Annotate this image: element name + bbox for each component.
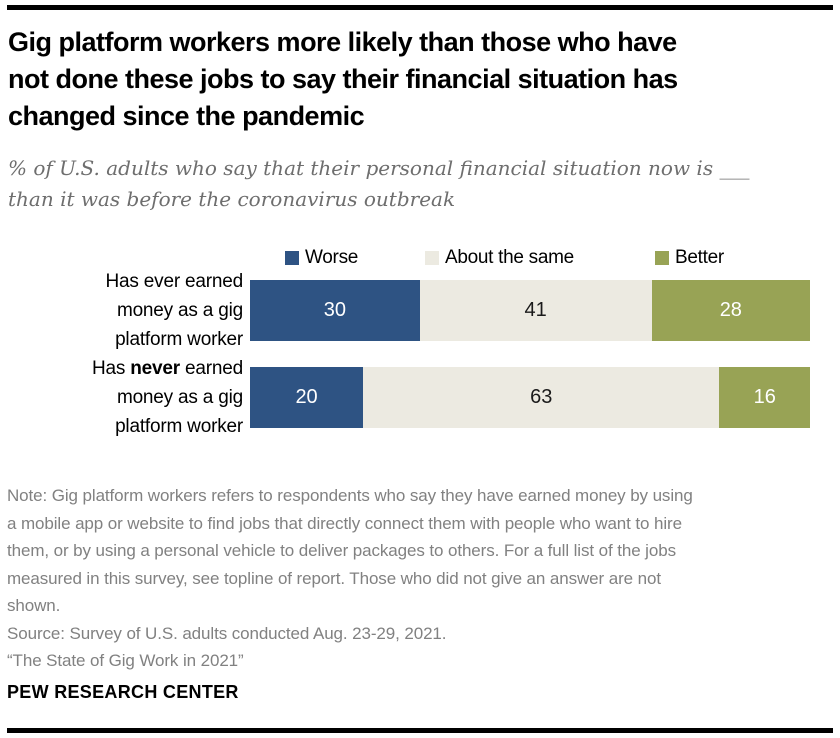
legend-label-better: Better [675,247,724,268]
bar-segment-better: 16 [719,367,810,428]
chart-legend: Worse About the same Better [250,247,810,269]
top-divider [7,5,833,10]
row-label-text: money as a gig [116,300,243,321]
row-label-ever-earned: Has ever earned money as a gig platform … [0,267,244,354]
legend-swatch-better [655,251,669,265]
legend-item-better: Better [655,247,724,269]
legend-label-worse: Worse [305,247,359,268]
pew-research-center-wordmark: PEW RESEARCH CENTER [7,682,239,702]
subtitle-line: % of U.S. adults who say that their pers… [8,156,750,180]
title-line: Gig platform workers more likely than th… [8,27,677,57]
stacked-bar-never-earned: 20 63 16 [250,367,810,428]
bar-value-better: 16 [753,386,776,408]
chart-subtitle: % of U.S. adults who say that their pers… [8,153,749,215]
subtitle-line: than it was before the coronavirus outbr… [8,187,456,211]
row-label-text: earned [179,358,243,379]
bar-value-better: 28 [719,299,742,321]
chart-title: Gig platform workers more likely than th… [8,24,678,135]
chart-row-ever-earned: Has ever earned money as a gig platform … [0,267,811,354]
legend-item-about-the-same: About the same [425,247,574,269]
chart-row-never-earned: Has never earned money as a gig platform… [0,354,810,441]
row-label-bold-text: never [130,358,180,379]
legend-swatch-worse [285,251,299,265]
bar-segment-better: 28 [651,280,811,341]
bar-segment-about-the-same: 63 [363,367,720,428]
legend-swatch-about-the-same [425,251,439,265]
chart-notes: Note: Gig platform workers refers to res… [7,482,693,675]
row-label-text: Has [91,358,131,379]
row-label-text: Has ever earned [105,271,244,292]
report-title-line: “The State of Gig Work in 2021” [7,651,244,670]
bar-value-worse: 20 [295,386,318,408]
note-line: measured in this survey, see topline of … [7,568,661,588]
source-line: Source: Survey of U.S. adults conducted … [7,623,447,643]
note-line: a mobile app or website to find jobs tha… [7,513,682,533]
bar-value-about-the-same: 63 [530,386,553,408]
legend-label-about-the-same: About the same [445,247,574,268]
bottom-divider [7,728,833,733]
stacked-bar-ever-earned: 30 41 28 [250,280,811,341]
title-line: not done these jobs to say their financi… [8,64,678,94]
row-label-text: money as a gig [116,387,243,408]
row-label-text: platform worker [115,329,243,350]
chart-plot-area: Has ever earned money as a gig platform … [0,267,811,441]
bar-segment-worse: 20 [250,367,364,428]
bar-value-about-the-same: 41 [524,299,547,321]
row-label-never-earned: Has never earned money as a gig platform… [0,354,243,441]
bar-value-worse: 30 [323,299,346,321]
bar-segment-about-the-same: 41 [419,280,652,341]
note-line: them, or by using a personal vehicle to … [7,541,676,560]
bar-segment-worse: 30 [250,280,420,341]
note-line: shown. [7,596,61,615]
note-line: Note: Gig platform workers refers to res… [7,486,693,505]
row-label-text: platform worker [115,416,243,437]
title-line: changed since the pandemic [8,101,365,131]
legend-item-worse: Worse [285,247,358,269]
